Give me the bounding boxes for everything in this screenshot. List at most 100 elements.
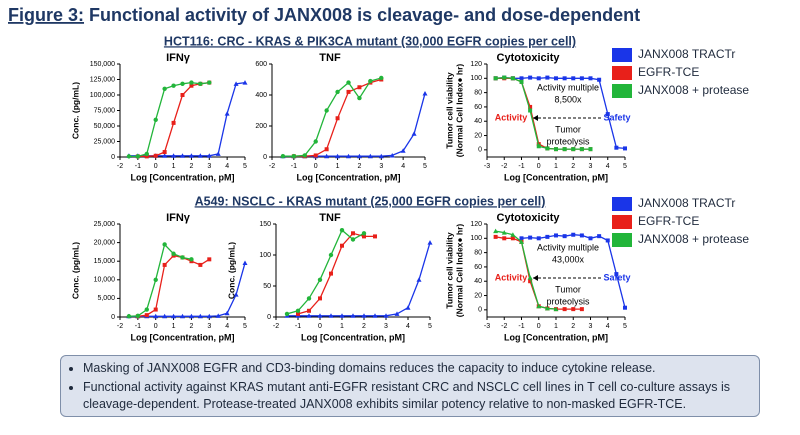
data-point [493, 76, 498, 81]
data-point [306, 313, 312, 318]
data-point [339, 313, 345, 318]
y-tick-label: 15,000 [94, 258, 116, 265]
y-tick-label: 150,000 [90, 61, 115, 68]
data-point [510, 76, 515, 81]
legend-swatch [612, 84, 632, 98]
data-point [324, 108, 329, 113]
y-tick-label: 100 [259, 252, 271, 259]
data-point [180, 313, 185, 319]
data-point [280, 154, 286, 159]
data-point [536, 236, 541, 241]
x-tick-label: 1 [172, 163, 176, 170]
data-point [362, 234, 366, 239]
data-point [383, 313, 389, 318]
data-point [162, 153, 168, 158]
x-axis-label: Log [Concentration, pM] [504, 172, 608, 182]
data-point [357, 95, 362, 101]
data-point [562, 76, 567, 81]
data-point [318, 296, 322, 301]
data-point [153, 307, 158, 312]
y-tick-label: 120 [470, 221, 482, 228]
x-tick-label: 5 [243, 323, 247, 330]
y-tick-label: 0 [263, 154, 267, 161]
data-point [579, 147, 584, 152]
legend-label: JANX008 + protease [638, 232, 749, 246]
data-point [361, 231, 367, 236]
data-point [554, 76, 558, 81]
y-tick-label: 80 [474, 249, 482, 256]
data-point [144, 154, 149, 159]
data-point [188, 153, 194, 158]
data-point [527, 275, 533, 280]
y-tick-label: 75,000 [94, 107, 116, 114]
data-point [328, 313, 334, 318]
data-point [346, 80, 351, 85]
y-tick-label: 0 [478, 147, 482, 154]
x-tick-label: 2 [571, 163, 575, 170]
data-point [554, 233, 558, 238]
data-point [545, 146, 550, 151]
data-point [215, 313, 221, 318]
data-point [233, 81, 239, 86]
data-point [317, 313, 323, 318]
data-point [340, 243, 344, 248]
data-point [291, 154, 297, 159]
x-tick-label: 2 [357, 163, 361, 170]
section-header: HCT116: CRC - KRAS & PIK3CA mutant (30,0… [164, 34, 576, 48]
y-tick-label: 50 [263, 283, 271, 290]
data-point [307, 308, 311, 313]
y-tick-label: 20,000 [94, 239, 116, 246]
y-tick-label: 25,000 [94, 138, 116, 145]
x-axis-label: Log [Concentration, pM] [131, 172, 235, 182]
data-point [588, 236, 593, 241]
data-point [579, 307, 584, 312]
data-point [571, 232, 576, 237]
y-tick-label: 600 [255, 61, 267, 68]
x-tick-label: 3 [384, 323, 388, 330]
series-line [297, 232, 375, 315]
data-point [571, 147, 576, 152]
data-point [373, 234, 377, 239]
chart-title: TNF [319, 212, 341, 224]
data-point [324, 153, 330, 159]
data-point [502, 75, 507, 80]
annotation: Safety [603, 272, 630, 282]
x-tick-label: 0 [314, 163, 318, 170]
chart-title: Cytotoxicity [497, 52, 561, 64]
data-point [215, 151, 221, 156]
data-point [306, 296, 312, 301]
x-tick-label: -1 [295, 323, 301, 330]
data-point [623, 146, 627, 151]
x-tick-label: 0 [154, 163, 158, 170]
data-point [367, 153, 373, 159]
data-point [368, 78, 373, 84]
data-point [411, 131, 417, 136]
x-tick-label: 3 [379, 163, 383, 170]
x-tick-label: 1 [340, 323, 344, 330]
data-point [536, 303, 542, 309]
y-tick-label: 20 [474, 292, 482, 299]
data-point [206, 313, 212, 319]
data-point [400, 148, 406, 153]
data-point [605, 112, 610, 117]
data-point [528, 279, 533, 284]
data-point [571, 307, 576, 312]
annotation: Activity multiple [537, 242, 599, 252]
data-point [562, 234, 567, 239]
y-axis-label: (Normal Cell Index● hr) [454, 224, 464, 318]
data-point [162, 86, 167, 92]
data-point [493, 228, 499, 234]
data-point [389, 152, 395, 158]
x-tick-label: 3 [589, 163, 593, 170]
data-point [597, 77, 602, 82]
data-point [207, 257, 212, 262]
data-point [502, 236, 507, 241]
x-tick-label: 5 [623, 163, 627, 170]
y-tick-label: 50,000 [94, 123, 116, 130]
annotation: Tumor [555, 124, 581, 134]
data-point [313, 139, 318, 144]
data-point [328, 252, 334, 258]
y-tick-label: 10,000 [94, 277, 116, 284]
x-tick-label: -2 [269, 163, 275, 170]
data-point [302, 153, 307, 158]
